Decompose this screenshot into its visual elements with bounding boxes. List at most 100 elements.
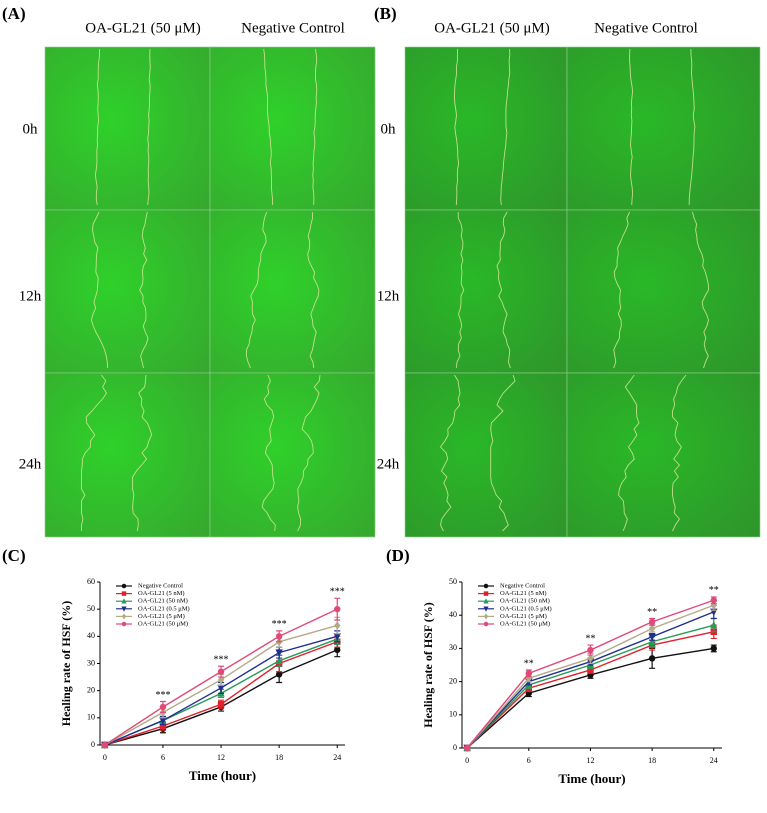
legend-marker	[483, 621, 489, 627]
wound-edge	[147, 48, 151, 206]
x-tick-label: 12	[586, 756, 594, 765]
marker	[648, 655, 656, 662]
wound-edge	[629, 48, 634, 206]
marker	[217, 701, 225, 708]
y-tick-label: 50	[87, 604, 95, 613]
marker	[275, 671, 283, 678]
micrograph	[209, 46, 376, 211]
y-tick-label: 40	[449, 610, 457, 619]
legend-label: OA-GL21 (5 nM)	[138, 590, 185, 597]
y-tick-label: 0	[91, 740, 95, 749]
legend-label: OA-GL21 (50 μM)	[500, 620, 550, 627]
micrographs	[44, 46, 761, 538]
wound-edge	[490, 374, 516, 532]
legend-marker	[121, 606, 127, 612]
y-tick-label: 30	[87, 658, 95, 667]
legend-marker	[483, 583, 489, 589]
legend-label: OA-GL21 (5 μM)	[138, 613, 185, 620]
x-tick-label: 12	[217, 753, 225, 762]
y-tick-label: 10	[449, 710, 457, 719]
marker	[587, 646, 594, 654]
micrograph	[404, 372, 568, 538]
legend-marker	[483, 606, 489, 612]
marker	[648, 618, 656, 626]
significance-label: ***	[214, 655, 229, 666]
marker	[648, 633, 656, 641]
y-tick-label: 10	[87, 713, 95, 722]
wound-edge	[455, 211, 465, 369]
wound-edge	[297, 374, 321, 532]
micrograph	[209, 372, 376, 538]
legend-marker	[121, 613, 127, 620]
legend-label: Negative Control	[500, 582, 545, 589]
significance-label: **	[709, 585, 719, 596]
wound-edge	[312, 48, 318, 206]
y-axis-title: Healing rate of HSF (%)	[59, 601, 73, 727]
y-tick-label: 20	[87, 685, 95, 694]
x-tick-label: 6	[527, 756, 531, 765]
marker	[525, 674, 532, 683]
marker	[333, 633, 341, 641]
legend-label: OA-GL21 (50 μM)	[138, 620, 188, 627]
panel-label: (B)	[374, 4, 397, 23]
legend-marker	[121, 591, 127, 596]
wound-edge	[692, 211, 709, 369]
marker	[587, 654, 594, 663]
row-label: 12h	[19, 288, 42, 304]
panel-label: (D)	[386, 546, 410, 565]
legend-label: Negative Control	[138, 582, 183, 589]
column-header: OA-GL21 (50 μM)	[434, 20, 550, 36]
marker	[710, 620, 718, 629]
micrograph	[566, 46, 761, 211]
legend-marker	[121, 598, 127, 604]
micrograph	[404, 46, 568, 211]
marker	[275, 656, 283, 664]
marker	[159, 717, 167, 725]
y-tick-label: 20	[449, 676, 457, 685]
marker	[334, 605, 341, 613]
marker	[101, 741, 109, 749]
legend-label: OA-GL21 (0.5 μM)	[138, 605, 190, 612]
legend-label: OA-GL21 (50 nM)	[500, 598, 550, 605]
marker	[710, 597, 717, 604]
significance-label: ***	[330, 587, 345, 598]
wound-edge	[245, 211, 268, 369]
wound-edge	[261, 374, 276, 532]
marker	[710, 645, 717, 652]
column-header: Negative Control	[594, 20, 698, 36]
wound-edge	[81, 374, 108, 531]
significance-label: **	[585, 633, 595, 644]
significance-label: ***	[155, 690, 170, 701]
wound-edge	[496, 211, 511, 369]
marker	[275, 633, 283, 640]
micrograph	[44, 46, 211, 211]
y-tick-label: 60	[87, 577, 95, 586]
x-axis-title: Time (hour)	[189, 768, 256, 783]
wound-edge	[139, 211, 149, 369]
y-tick-label: 30	[449, 643, 457, 652]
marker	[159, 703, 167, 711]
legend-marker	[121, 583, 127, 589]
row-label: 0h	[23, 121, 39, 137]
legend-label: OA-GL21 (0.5 μM)	[500, 605, 552, 612]
marker	[334, 646, 341, 654]
micrograph	[44, 372, 211, 538]
micrograph	[209, 209, 376, 374]
wound-edge	[500, 48, 511, 206]
y-tick-label: 40	[87, 631, 95, 640]
y-tick-label: 50	[449, 577, 457, 586]
x-tick-label: 0	[465, 756, 469, 765]
panel-label: (A)	[2, 4, 26, 23]
marker	[648, 624, 656, 633]
legend-label: OA-GL21 (5 μM)	[500, 613, 547, 620]
x-tick-label: 0	[103, 753, 107, 762]
row-label: 24h	[377, 456, 400, 472]
series-line	[466, 611, 715, 749]
x-tick-label: 24	[710, 756, 718, 765]
x-tick-label: 18	[648, 756, 656, 765]
legend-marker	[121, 621, 127, 627]
legend-marker	[483, 591, 489, 596]
marker	[275, 649, 283, 657]
marker	[217, 668, 225, 675]
